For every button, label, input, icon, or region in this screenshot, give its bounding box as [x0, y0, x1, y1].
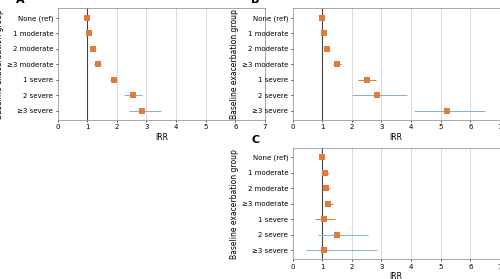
X-axis label: IRR: IRR [155, 133, 168, 142]
Y-axis label: Baseline exacerbation group: Baseline exacerbation group [0, 9, 4, 119]
Text: C: C [251, 134, 259, 145]
Point [89, 46, 97, 51]
Text: B: B [251, 0, 260, 5]
Point [322, 186, 330, 190]
Point [362, 78, 370, 82]
Point [333, 62, 341, 66]
X-axis label: IRR: IRR [390, 133, 403, 142]
Point [129, 93, 137, 97]
Point [320, 217, 328, 222]
Point [442, 109, 450, 113]
X-axis label: IRR: IRR [390, 272, 403, 279]
Point [320, 31, 328, 35]
Point [110, 78, 118, 82]
Point [138, 109, 146, 113]
Point [373, 93, 381, 97]
Text: A: A [16, 0, 24, 5]
Point [318, 15, 326, 20]
Point [318, 155, 326, 159]
Point [322, 46, 330, 51]
Point [333, 232, 341, 237]
Y-axis label: Baseline exacerbation group: Baseline exacerbation group [230, 9, 239, 119]
Point [94, 62, 102, 66]
Point [83, 15, 91, 20]
Point [324, 201, 332, 206]
Y-axis label: Baseline exacerbation group: Baseline exacerbation group [230, 149, 239, 259]
Point [84, 31, 92, 35]
Point [320, 170, 328, 175]
Point [320, 248, 328, 252]
